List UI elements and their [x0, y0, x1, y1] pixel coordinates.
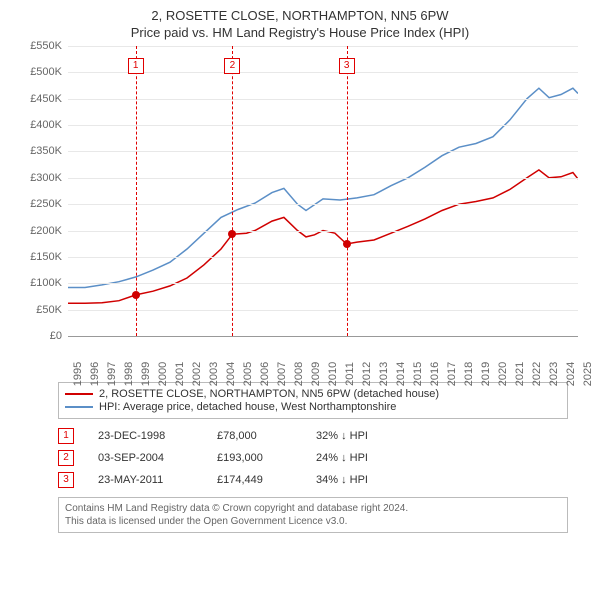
chart-title: 2, ROSETTE CLOSE, NORTHAMPTON, NN5 6PW [10, 8, 590, 23]
x-tick-label: 2012 [361, 362, 373, 386]
event-price: £193,000 [217, 452, 292, 464]
x-tick-label: 2010 [327, 362, 339, 386]
x-tick-label: 2018 [463, 362, 475, 386]
y-tick-label: £150K [30, 251, 62, 263]
event-row: 2 03-SEP-2004 £193,000 24% ↓ HPI [58, 447, 568, 469]
footer-line-2: This data is licensed under the Open Gov… [65, 515, 561, 528]
x-tick-label: 2011 [344, 362, 356, 386]
gridline [68, 310, 578, 311]
x-tick-label: 2016 [429, 362, 441, 386]
price-paid-dot [228, 230, 236, 238]
legend: 2, ROSETTE CLOSE, NORTHAMPTON, NN5 6PW (… [58, 382, 568, 419]
event-marker-box: 1 [128, 58, 144, 74]
y-tick-label: £300K [30, 172, 62, 184]
y-tick-label: £200K [30, 225, 62, 237]
gridline [68, 178, 578, 179]
line-series-svg [68, 46, 578, 336]
y-tick-label: £250K [30, 198, 62, 210]
x-tick-label: 2005 [242, 362, 254, 386]
gridline [68, 204, 578, 205]
gridline [68, 257, 578, 258]
x-tick-label: 2024 [565, 362, 577, 386]
event-delta: 24% ↓ HPI [316, 452, 568, 464]
x-tick-label: 1997 [106, 362, 118, 386]
legend-row: HPI: Average price, detached house, West… [65, 401, 561, 413]
legend-label: 2, ROSETTE CLOSE, NORTHAMPTON, NN5 6PW (… [99, 388, 439, 400]
attribution-footer: Contains HM Land Registry data © Crown c… [58, 497, 568, 533]
event-number-box: 2 [58, 450, 74, 466]
x-tick-label: 2022 [531, 362, 543, 386]
x-tick-label: 2025 [582, 362, 594, 386]
y-tick-label: £450K [30, 93, 62, 105]
event-price: £174,449 [217, 474, 292, 486]
event-date: 23-DEC-1998 [98, 430, 193, 442]
plot-region: 1 2 3 [68, 46, 578, 337]
gridline [68, 46, 578, 47]
event-row: 3 23-MAY-2011 £174,449 34% ↓ HPI [58, 469, 568, 491]
x-tick-label: 2007 [276, 362, 288, 386]
y-tick-label: £350K [30, 145, 62, 157]
x-tick-label: 1996 [89, 362, 101, 386]
x-tick-label: 1998 [123, 362, 135, 386]
x-tick-label: 1995 [72, 362, 84, 386]
x-tick-label: 2013 [378, 362, 390, 386]
gridline [68, 283, 578, 284]
event-marker-line [347, 46, 348, 336]
legend-swatch [65, 393, 93, 395]
x-tick-label: 2014 [395, 362, 407, 386]
x-tick-label: 2004 [225, 362, 237, 386]
x-tick-label: 2019 [480, 362, 492, 386]
footer-line-1: Contains HM Land Registry data © Crown c… [65, 502, 561, 515]
gridline [68, 72, 578, 73]
event-date: 03-SEP-2004 [98, 452, 193, 464]
gridline [68, 151, 578, 152]
y-tick-label: £100K [30, 277, 62, 289]
event-row: 1 23-DEC-1998 £78,000 32% ↓ HPI [58, 425, 568, 447]
event-price: £78,000 [217, 430, 292, 442]
x-tick-label: 2021 [514, 362, 526, 386]
x-tick-label: 2001 [174, 362, 186, 386]
event-date: 23-MAY-2011 [98, 474, 193, 486]
chart-subtitle: Price paid vs. HM Land Registry's House … [10, 25, 590, 40]
event-marker-box: 3 [339, 58, 355, 74]
legend-row: 2, ROSETTE CLOSE, NORTHAMPTON, NN5 6PW (… [65, 388, 561, 400]
x-tick-label: 2020 [497, 362, 509, 386]
event-number-box: 3 [58, 472, 74, 488]
gridline [68, 231, 578, 232]
x-tick-label: 2000 [157, 362, 169, 386]
x-tick-label: 1999 [140, 362, 152, 386]
price-paid-dot [132, 291, 140, 299]
x-tick-label: 2015 [412, 362, 424, 386]
legend-label: HPI: Average price, detached house, West… [99, 401, 396, 413]
y-tick-label: £0 [50, 330, 62, 342]
event-delta: 34% ↓ HPI [316, 474, 568, 486]
x-tick-label: 2008 [293, 362, 305, 386]
y-tick-label: £500K [30, 66, 62, 78]
chart-container: 2, ROSETTE CLOSE, NORTHAMPTON, NN5 6PW P… [0, 0, 600, 543]
legend-swatch [65, 406, 93, 408]
y-tick-label: £50K [36, 304, 62, 316]
x-tick-label: 2023 [548, 362, 560, 386]
price-paid-dot [343, 240, 351, 248]
event-marker-box: 2 [224, 58, 240, 74]
x-tick-label: 2003 [208, 362, 220, 386]
x-tick-label: 2006 [259, 362, 271, 386]
y-tick-label: £400K [30, 119, 62, 131]
gridline [68, 125, 578, 126]
x-tick-label: 2017 [446, 362, 458, 386]
y-axis: £0£50K£100K£150K£200K£250K£300K£350K£400… [20, 46, 64, 336]
chart-area: £0 £50K £100K £150K £200K £250K £300K £350K £400… [20, 46, 580, 376]
event-marker-line [232, 46, 233, 336]
events-table: 1 23-DEC-1998 £78,000 32% ↓ HPI 2 03-SEP-2004… [58, 425, 568, 491]
event-number-box: 1 [58, 428, 74, 444]
y-tick-label: £550K [30, 40, 62, 52]
x-axis: 1995199619971998199920002001200220032004… [68, 340, 578, 376]
gridline [68, 99, 578, 100]
x-tick-label: 2009 [310, 362, 322, 386]
event-delta: 32% ↓ HPI [316, 430, 568, 442]
x-tick-label: 2002 [191, 362, 203, 386]
